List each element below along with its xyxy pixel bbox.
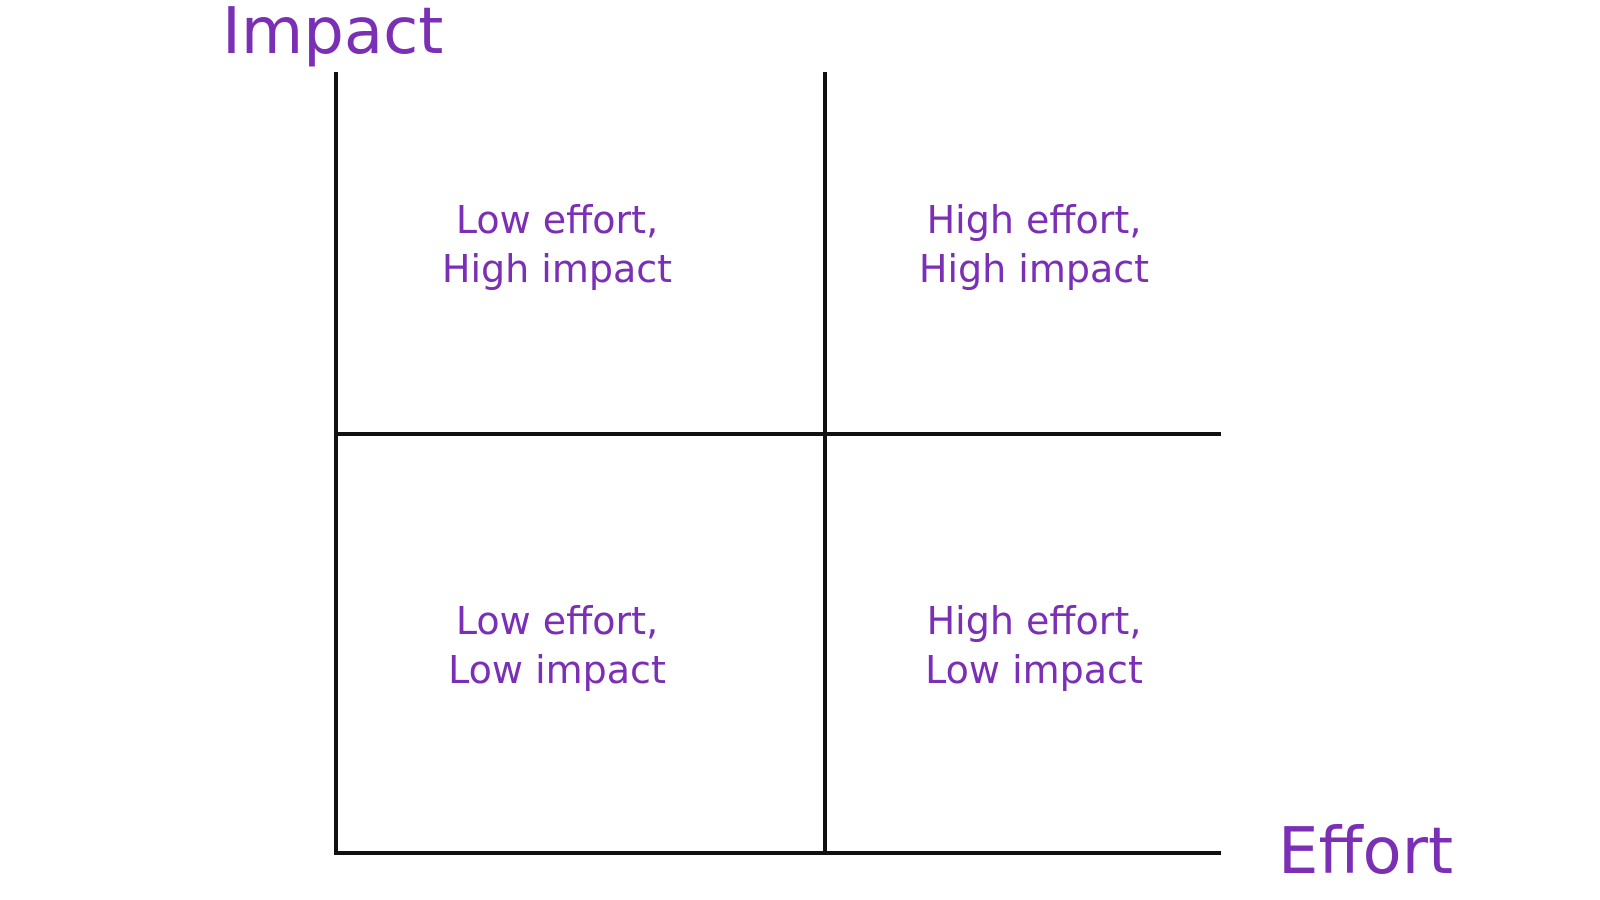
x-axis-title: Effort xyxy=(1278,815,1454,889)
horizontal-divider xyxy=(334,432,1221,436)
quadrant-label-line2: High impact xyxy=(918,247,1150,291)
x-axis-line xyxy=(334,851,1221,855)
quadrant-bottom-right: High effort, Low impact xyxy=(834,597,1234,695)
y-axis-title: Impact xyxy=(222,0,444,69)
quadrant-top-right: High effort, High impact xyxy=(834,196,1234,294)
quadrant-label-line1: High effort, xyxy=(926,599,1142,643)
quadrant-top-left: Low effort, High impact xyxy=(357,196,757,294)
quadrant-label-line1: Low effort, xyxy=(455,599,659,643)
quadrant-label-line2: High impact xyxy=(441,247,673,291)
vertical-divider xyxy=(823,72,827,854)
quadrant-label-line2: Low impact xyxy=(448,648,666,692)
quadrant-label-line1: Low effort, xyxy=(455,198,659,242)
quadrant-label-line2: Low impact xyxy=(925,648,1143,692)
quadrant-label-line1: High effort, xyxy=(926,198,1142,242)
y-axis-line xyxy=(334,72,338,854)
quadrant-bottom-left: Low effort, Low impact xyxy=(357,597,757,695)
